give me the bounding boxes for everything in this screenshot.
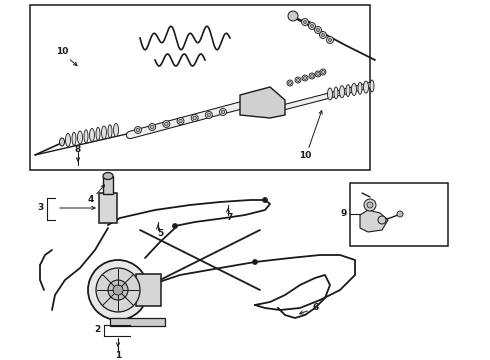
Ellipse shape	[296, 78, 299, 81]
Ellipse shape	[59, 138, 65, 146]
Circle shape	[311, 24, 314, 27]
Ellipse shape	[358, 82, 362, 94]
Bar	[136, 274, 161, 306]
Ellipse shape	[309, 73, 315, 79]
Ellipse shape	[220, 108, 226, 116]
Ellipse shape	[207, 113, 211, 117]
Ellipse shape	[84, 130, 88, 143]
Circle shape	[367, 202, 373, 208]
Ellipse shape	[302, 75, 308, 81]
Text: 10: 10	[56, 48, 68, 57]
Ellipse shape	[103, 172, 113, 180]
Circle shape	[88, 260, 148, 320]
Text: 3: 3	[37, 203, 43, 212]
Ellipse shape	[321, 71, 324, 73]
Polygon shape	[360, 210, 388, 232]
Bar	[103, 176, 113, 194]
Circle shape	[288, 11, 298, 21]
Ellipse shape	[315, 71, 321, 77]
Circle shape	[263, 198, 268, 202]
Ellipse shape	[191, 114, 198, 122]
Ellipse shape	[303, 77, 307, 80]
Ellipse shape	[295, 77, 301, 83]
Bar	[30, 5, 370, 170]
Text: 6: 6	[313, 303, 319, 312]
Circle shape	[113, 285, 123, 295]
Ellipse shape	[351, 84, 357, 95]
Circle shape	[303, 21, 307, 23]
Ellipse shape	[108, 125, 112, 138]
Ellipse shape	[72, 132, 76, 145]
Ellipse shape	[163, 121, 170, 127]
Ellipse shape	[148, 123, 156, 130]
Text: 10: 10	[299, 150, 311, 159]
Bar	[350, 183, 448, 246]
Ellipse shape	[134, 126, 142, 134]
Circle shape	[319, 31, 326, 39]
Ellipse shape	[165, 122, 168, 126]
Circle shape	[328, 39, 332, 41]
Ellipse shape	[114, 123, 119, 136]
Ellipse shape	[334, 87, 338, 99]
Circle shape	[309, 22, 316, 30]
Bar	[99, 193, 117, 223]
Polygon shape	[240, 87, 285, 118]
Circle shape	[364, 199, 376, 211]
Circle shape	[172, 224, 177, 229]
Text: 1: 1	[115, 351, 121, 360]
Ellipse shape	[177, 117, 184, 125]
Ellipse shape	[150, 125, 154, 129]
Circle shape	[96, 268, 140, 312]
Circle shape	[301, 18, 309, 26]
Text: 4: 4	[88, 195, 94, 204]
Ellipse shape	[179, 119, 182, 123]
Ellipse shape	[370, 80, 374, 92]
Text: 8: 8	[75, 144, 81, 153]
Circle shape	[317, 28, 319, 31]
Ellipse shape	[66, 134, 71, 147]
Circle shape	[378, 216, 386, 224]
Ellipse shape	[101, 126, 106, 139]
Ellipse shape	[205, 112, 212, 118]
Ellipse shape	[346, 85, 350, 96]
Text: 5: 5	[157, 230, 163, 238]
Text: 2: 2	[94, 325, 100, 334]
Text: 7: 7	[227, 213, 233, 222]
Ellipse shape	[340, 86, 344, 98]
Ellipse shape	[77, 131, 82, 144]
Text: 9: 9	[341, 210, 347, 219]
Ellipse shape	[364, 81, 368, 93]
Ellipse shape	[317, 72, 319, 76]
Ellipse shape	[320, 69, 326, 75]
Circle shape	[108, 280, 128, 300]
Bar	[110, 318, 165, 326]
Circle shape	[321, 33, 324, 36]
Ellipse shape	[287, 80, 293, 86]
Circle shape	[315, 27, 321, 33]
Circle shape	[397, 211, 403, 217]
Ellipse shape	[221, 110, 225, 114]
Ellipse shape	[96, 127, 100, 140]
Circle shape	[252, 260, 258, 265]
Ellipse shape	[136, 128, 140, 132]
Ellipse shape	[311, 75, 314, 77]
Ellipse shape	[90, 129, 95, 141]
Ellipse shape	[193, 116, 196, 120]
Ellipse shape	[327, 88, 333, 100]
Ellipse shape	[289, 81, 292, 85]
Circle shape	[326, 36, 334, 44]
